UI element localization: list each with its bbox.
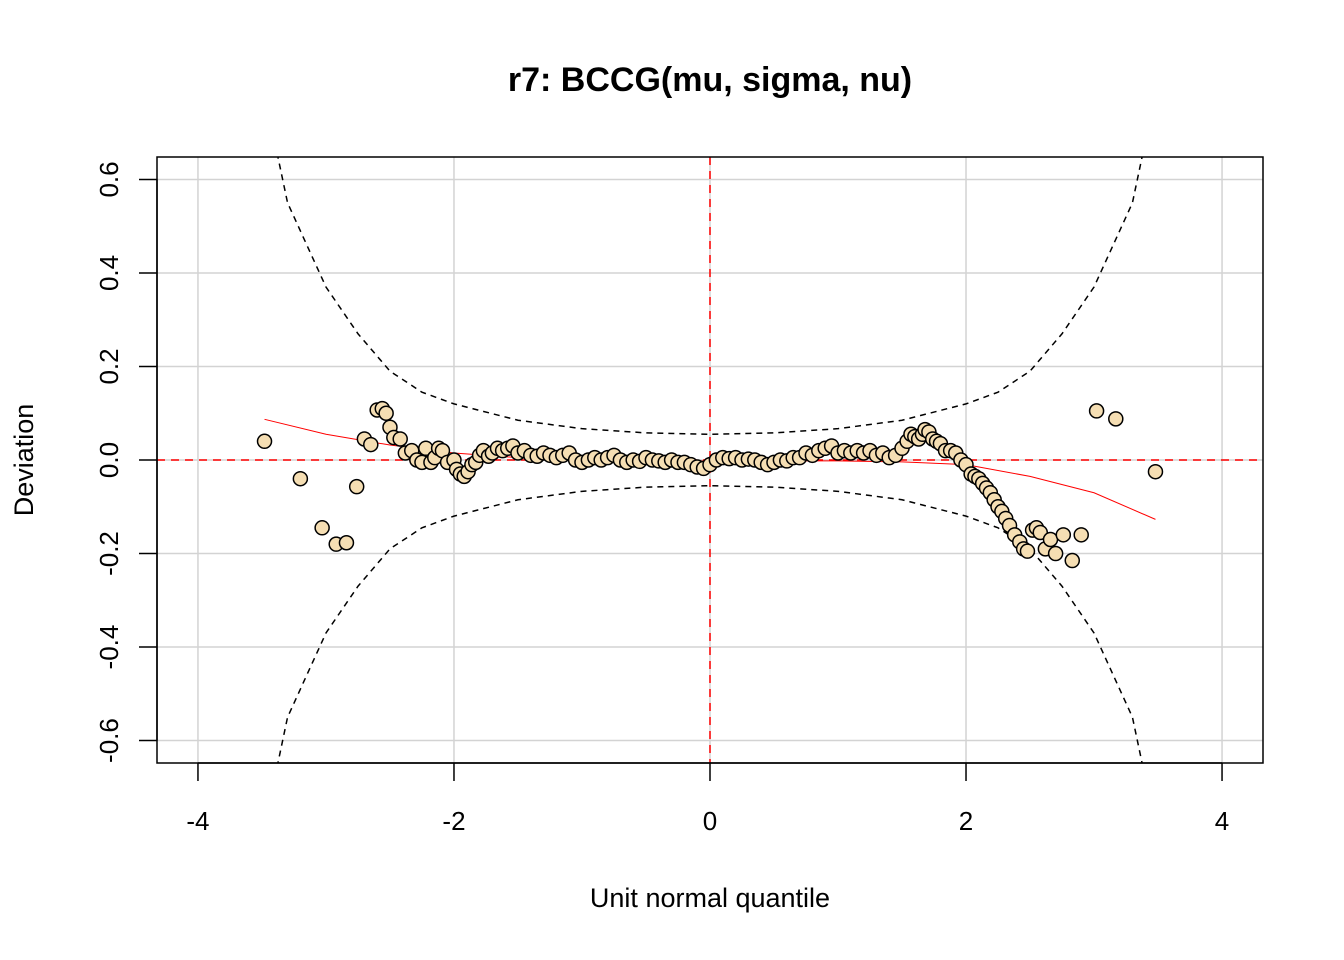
points: [256, 400, 1164, 569]
point: [1108, 411, 1124, 427]
y-tick-label: 0.4: [94, 255, 124, 291]
y-tick-label: -0.6: [94, 718, 124, 763]
x-tick-label: -4: [186, 806, 209, 836]
point: [292, 470, 309, 487]
point: [1042, 531, 1059, 548]
point: [1047, 545, 1064, 562]
point: [1064, 552, 1081, 569]
point: [338, 535, 355, 551]
x-tick-label: 2: [959, 806, 973, 836]
y-tick-label: -0.2: [94, 531, 124, 576]
x-tick-label: 0: [703, 806, 717, 836]
point: [378, 405, 394, 421]
y-axis-title: Deviation: [9, 404, 39, 517]
x-tick-label: 4: [1215, 806, 1229, 836]
plot-frame: [156, 156, 1264, 764]
point: [392, 431, 408, 447]
chart-title: r7: BCCG(mu, sigma, nu): [508, 61, 912, 99]
point: [314, 520, 330, 536]
x-axis-title: Unit normal quantile: [590, 883, 830, 913]
point: [1073, 527, 1089, 543]
point: [256, 433, 273, 450]
point: [1019, 543, 1036, 559]
point: [1088, 403, 1105, 419]
x-tick-label: -2: [442, 806, 465, 836]
y-tick-label: 0.0: [94, 442, 124, 478]
point: [348, 478, 365, 495]
y-tick-label: -0.4: [94, 625, 124, 670]
point: [1147, 463, 1164, 480]
y-tick-label: 0.2: [94, 348, 124, 384]
y-tick-label: 0.6: [94, 161, 124, 197]
point: [363, 436, 379, 453]
point: [1055, 527, 1072, 543]
